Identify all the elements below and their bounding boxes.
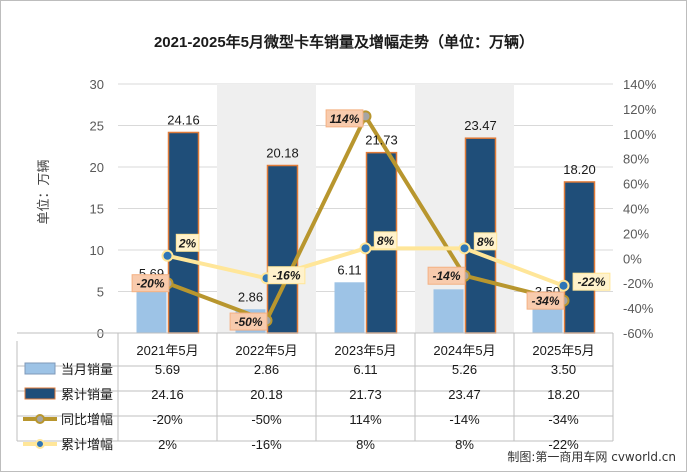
cumulative-sales-label: 18.20 <box>563 162 596 177</box>
watermark: 制图:第一商用车网 cvworld.cn <box>507 450 676 464</box>
y2-tick-label: 100% <box>623 127 657 142</box>
yoy-growth-label: -34% <box>531 294 559 308</box>
cumulative-sales-bar <box>563 181 596 334</box>
cumulative-growth-point <box>458 242 471 255</box>
legend-key-marker <box>35 439 45 449</box>
legend-key-bar <box>24 387 56 400</box>
cumulative-growth-label: -16% <box>272 269 300 283</box>
cumulative-growth-label-box <box>267 266 306 285</box>
table-cell: 114% <box>349 412 382 427</box>
cumulative-growth-label: 8% <box>477 235 495 249</box>
bars <box>136 131 596 334</box>
legend-key-marker <box>35 414 45 424</box>
y2-tick-label: -60% <box>623 326 654 341</box>
table-cell: 23.47 <box>448 387 481 402</box>
y2-tick-label: -40% <box>623 301 654 316</box>
yoy-growth-label: -50% <box>234 315 262 329</box>
plot-band <box>415 84 514 333</box>
table-cell: -22% <box>548 437 579 452</box>
monthly-sales-bar <box>334 282 365 333</box>
cumulative-growth-point <box>359 242 372 255</box>
x-tick-label: 2025年5月 <box>532 343 594 358</box>
y2-tick-label: 0% <box>623 251 642 266</box>
plot-background <box>217 84 514 333</box>
y-axis-label: 单位：万辆 <box>36 159 51 224</box>
table-cell: 5.26 <box>452 362 477 377</box>
x-tick-label: 2024年5月 <box>433 343 495 358</box>
table-cell: -50% <box>251 412 282 427</box>
table-cell: 8% <box>455 437 474 452</box>
y-tick-label: 5 <box>97 285 104 300</box>
cumulative-growth-point <box>557 279 570 292</box>
table-cell: -16% <box>251 437 282 452</box>
y2-tick-label: 40% <box>623 202 649 217</box>
cumulative-growth-label: 2% <box>178 236 197 250</box>
table-cell: 24.16 <box>151 387 184 402</box>
y2-tick-label: 120% <box>623 102 657 117</box>
monthly-sales-label: 2.86 <box>238 289 263 304</box>
table-cell: 2.86 <box>254 362 279 377</box>
table-cell: 21.73 <box>349 387 382 402</box>
y-tick-label: 10 <box>90 243 104 258</box>
table-cell: -14% <box>449 412 480 427</box>
x-tick-label: 2023年5月 <box>334 343 396 358</box>
table-cell: 3.50 <box>551 362 576 377</box>
table-cell: 6.11 <box>353 362 377 377</box>
table-cell: 18.20 <box>547 387 580 402</box>
yoy-growth-label-box <box>229 312 268 331</box>
table-cell: 20.18 <box>250 387 283 402</box>
yoy-growth-label: 114% <box>330 112 360 126</box>
monthly-sales-bar <box>136 285 167 333</box>
y2-tick-label: 80% <box>623 152 649 167</box>
legend-entry: 当月销量 <box>61 362 113 377</box>
table-cell: 5.69 <box>155 362 180 377</box>
cumulative-growth-label-box <box>473 232 498 251</box>
y2-tick-label: 60% <box>623 177 649 192</box>
cumulative-sales-label: 23.47 <box>464 118 497 133</box>
legend-entry: 累计销量 <box>61 387 113 402</box>
legend-entry: 累计增幅 <box>61 437 113 452</box>
yoy-growth-label-box <box>526 291 565 310</box>
cumulative-growth-label-box <box>175 233 200 252</box>
yoy-growth-label-box <box>427 266 466 285</box>
cumulative-sales-label: 24.16 <box>167 112 200 127</box>
cumulative-sales-label: 21.73 <box>365 133 398 148</box>
y2-tick-label: 140% <box>623 77 657 92</box>
y-tick-label: 25 <box>90 119 104 134</box>
monthly-sales-bar <box>433 289 464 333</box>
table-cell: 2% <box>158 437 177 452</box>
yoy-growth-label-box <box>325 109 364 128</box>
y-tick-label: 30 <box>90 77 104 92</box>
table-cell: 8% <box>356 437 375 452</box>
yoy-growth-label: -14% <box>432 269 460 283</box>
legend-key-bar <box>24 362 56 375</box>
y2-tick-label: 20% <box>623 226 649 241</box>
cumulative-growth-label: 8% <box>377 234 395 248</box>
cumulative-sales-bar <box>167 131 200 334</box>
cumulative-sales-label: 20.18 <box>266 146 299 161</box>
y2-tick-label: -20% <box>623 276 654 291</box>
cumulative-growth-point <box>161 249 174 262</box>
table-cell: -20% <box>152 412 183 427</box>
chart-title: 2021-2025年5月微型卡车销量及增幅走势（单位：万辆） <box>154 33 534 51</box>
monthly-sales-label: 6.11 <box>337 262 361 277</box>
data-labels: 5.692.866.115.263.5024.1620.1821.7323.47… <box>131 109 611 331</box>
cumulative-growth-label-box <box>572 272 611 291</box>
cumulative-growth-label-box <box>373 231 398 250</box>
legend-entry: 同比增幅 <box>61 412 113 427</box>
y-tick-label: 15 <box>90 202 104 217</box>
table-cell: -34% <box>548 412 579 427</box>
cumulative-growth-label: -22% <box>577 275 605 289</box>
y-tick-label: 20 <box>90 160 104 175</box>
yoy-growth-label: -20% <box>136 277 164 291</box>
x-tick-label: 2021年5月 <box>136 343 198 358</box>
x-tick-label: 2022年5月 <box>235 343 297 358</box>
yoy-growth-label-box <box>131 274 170 293</box>
plot-band <box>217 84 316 333</box>
